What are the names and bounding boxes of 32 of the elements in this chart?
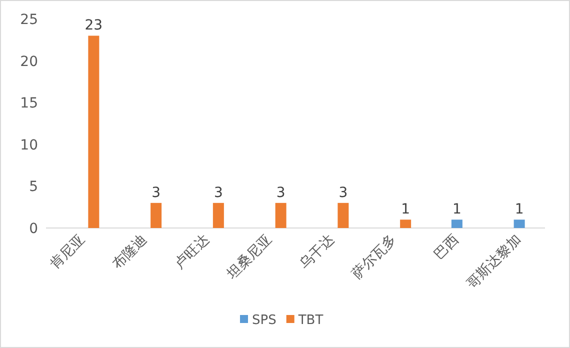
legend-label: TBT: [297, 313, 324, 328]
data-label: 1: [452, 202, 462, 218]
x-tick-label: 巴西: [431, 232, 462, 263]
legend-label: SPS: [252, 313, 276, 328]
bar: [275, 202, 286, 228]
y-tick-label: 20: [20, 54, 38, 70]
bar: [212, 202, 224, 228]
x-tick-label: 卢旺达: [172, 232, 213, 273]
x-tick-label: 乌干达: [296, 232, 338, 273]
x-tick-label: 坦桑尼亚: [224, 232, 276, 284]
y-tick-label: 0: [29, 221, 38, 237]
x-tick-label: 哥斯达黎加: [464, 232, 525, 292]
bar: [514, 220, 525, 228]
bar: [150, 202, 162, 228]
bar: [400, 220, 412, 228]
y-tick-label: 5: [29, 179, 38, 196]
data-label: 3: [276, 184, 286, 201]
x-tick-label: 肯尼亚: [47, 232, 88, 273]
data-label: 3: [214, 184, 223, 201]
x-tick-label: 萨尔瓦多: [348, 232, 400, 282]
data-label: 3: [338, 184, 348, 201]
y-tick-label: 15: [20, 96, 38, 112]
bar: [451, 220, 462, 228]
bar: [88, 36, 100, 228]
x-tick-label: 布隆迪: [109, 232, 150, 273]
y-tick-label: 10: [20, 137, 38, 154]
data-label: 1: [514, 202, 524, 218]
data-label: 3: [152, 184, 161, 201]
data-label: 23: [84, 18, 103, 34]
y-tick-label: 25: [20, 12, 38, 28]
data-label: 1: [401, 202, 410, 218]
bar: [338, 202, 349, 228]
